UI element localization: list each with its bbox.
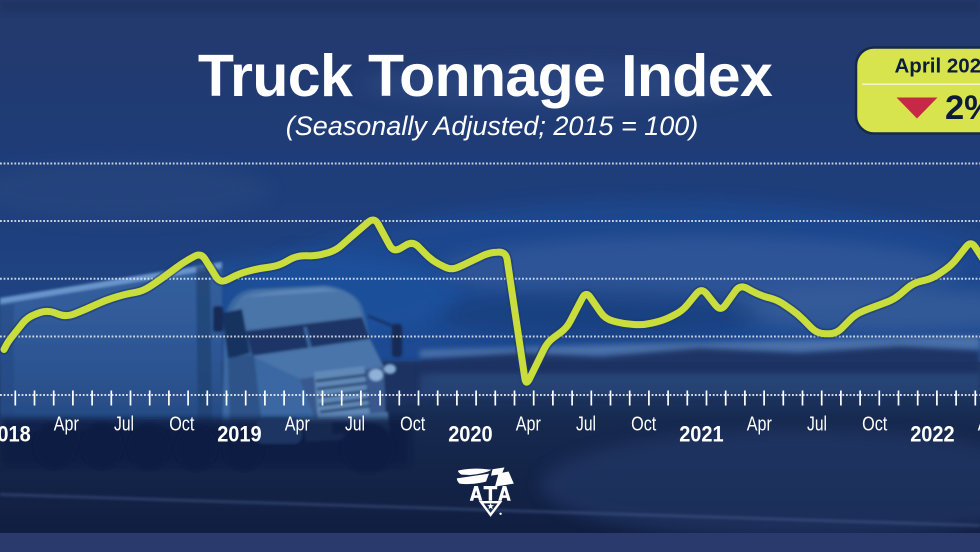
svg-text:Oct: Oct (169, 414, 195, 436)
svg-text:April 2022: April 2022 (895, 55, 980, 78)
svg-text:2022: 2022 (910, 422, 955, 447)
svg-text:Oct: Oct (400, 414, 426, 436)
svg-text:Apr: Apr (516, 414, 541, 436)
svg-text:Apr: Apr (54, 414, 79, 436)
svg-text:Oct: Oct (631, 414, 657, 436)
svg-text:Truck Tonnage Index: Truck Tonnage Index (198, 43, 773, 109)
svg-text:Jul: Jul (345, 414, 365, 436)
svg-text:Jul: Jul (807, 414, 827, 436)
svg-text:2%: 2% (945, 89, 980, 127)
svg-text:2021: 2021 (679, 422, 724, 447)
svg-text:Oct: Oct (862, 414, 888, 436)
svg-text:2019: 2019 (217, 422, 262, 447)
svg-text:2020: 2020 (448, 422, 493, 447)
svg-text:Jul: Jul (576, 414, 596, 436)
svg-text:Apr: Apr (285, 414, 310, 436)
svg-text:2018: 2018 (0, 422, 31, 447)
svg-text:(Seasonally Adjusted; 2015 = 1: (Seasonally Adjusted; 2015 = 100) (286, 111, 699, 141)
svg-text:Jul: Jul (114, 414, 134, 436)
svg-text:Apr: Apr (747, 414, 772, 436)
svg-text:Apr: Apr (978, 414, 980, 436)
